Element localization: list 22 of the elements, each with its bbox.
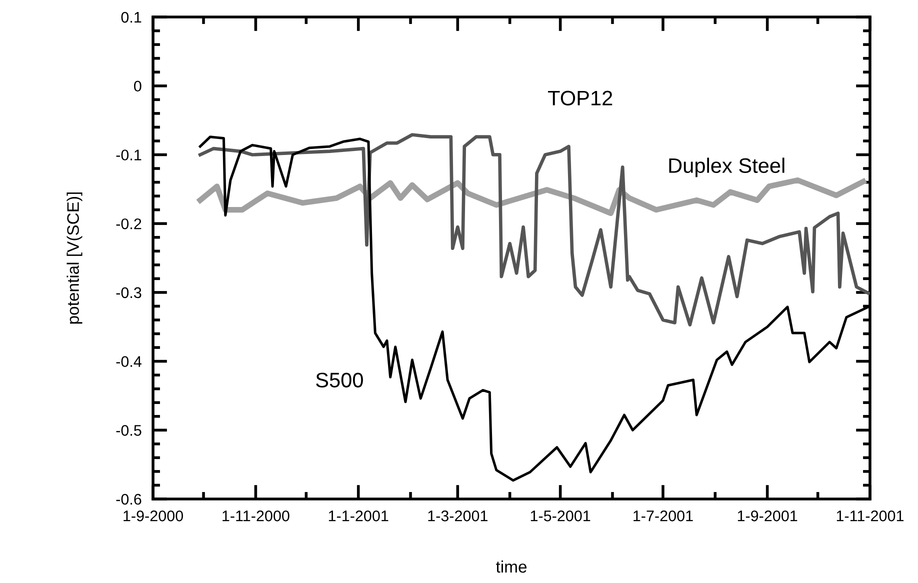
y-tick-label: 0.1 bbox=[121, 12, 142, 23]
series-label: S500 bbox=[316, 372, 363, 388]
y-tick-label: -0.6 bbox=[116, 494, 142, 505]
x-axis-title: time bbox=[496, 560, 527, 573]
x-tick-label: 1-1-2001 bbox=[328, 510, 388, 522]
text: TOP12 bbox=[548, 90, 612, 106]
x-tick-label: 1-5-2001 bbox=[530, 510, 590, 522]
y-tick-label: -0.1 bbox=[116, 150, 142, 160]
x-tick-label: 1-7-2001 bbox=[634, 510, 693, 522]
x-tick-label: 1-11-2001 bbox=[836, 510, 904, 522]
y-tick-label: -0.2 bbox=[116, 218, 142, 230]
series-label: Duplex Steel bbox=[669, 158, 784, 178]
y-tick-label: -0.5 bbox=[116, 425, 142, 436]
x-tick-label: 1-9-2001 bbox=[738, 510, 798, 522]
y-tick-label: -0.4 bbox=[116, 356, 142, 367]
line-series bbox=[198, 133, 870, 326]
y-axis-title: potential [V(SCE)] bbox=[66, 192, 82, 324]
y-tick-label: 0 bbox=[134, 80, 142, 92]
x-tick-label: 1-9-2000 bbox=[124, 510, 184, 522]
x-tick-label: 1-3-2001 bbox=[428, 510, 488, 522]
y-tick-label: -0.3 bbox=[116, 287, 142, 298]
x-tick-label: 1-11-2000 bbox=[222, 510, 290, 522]
